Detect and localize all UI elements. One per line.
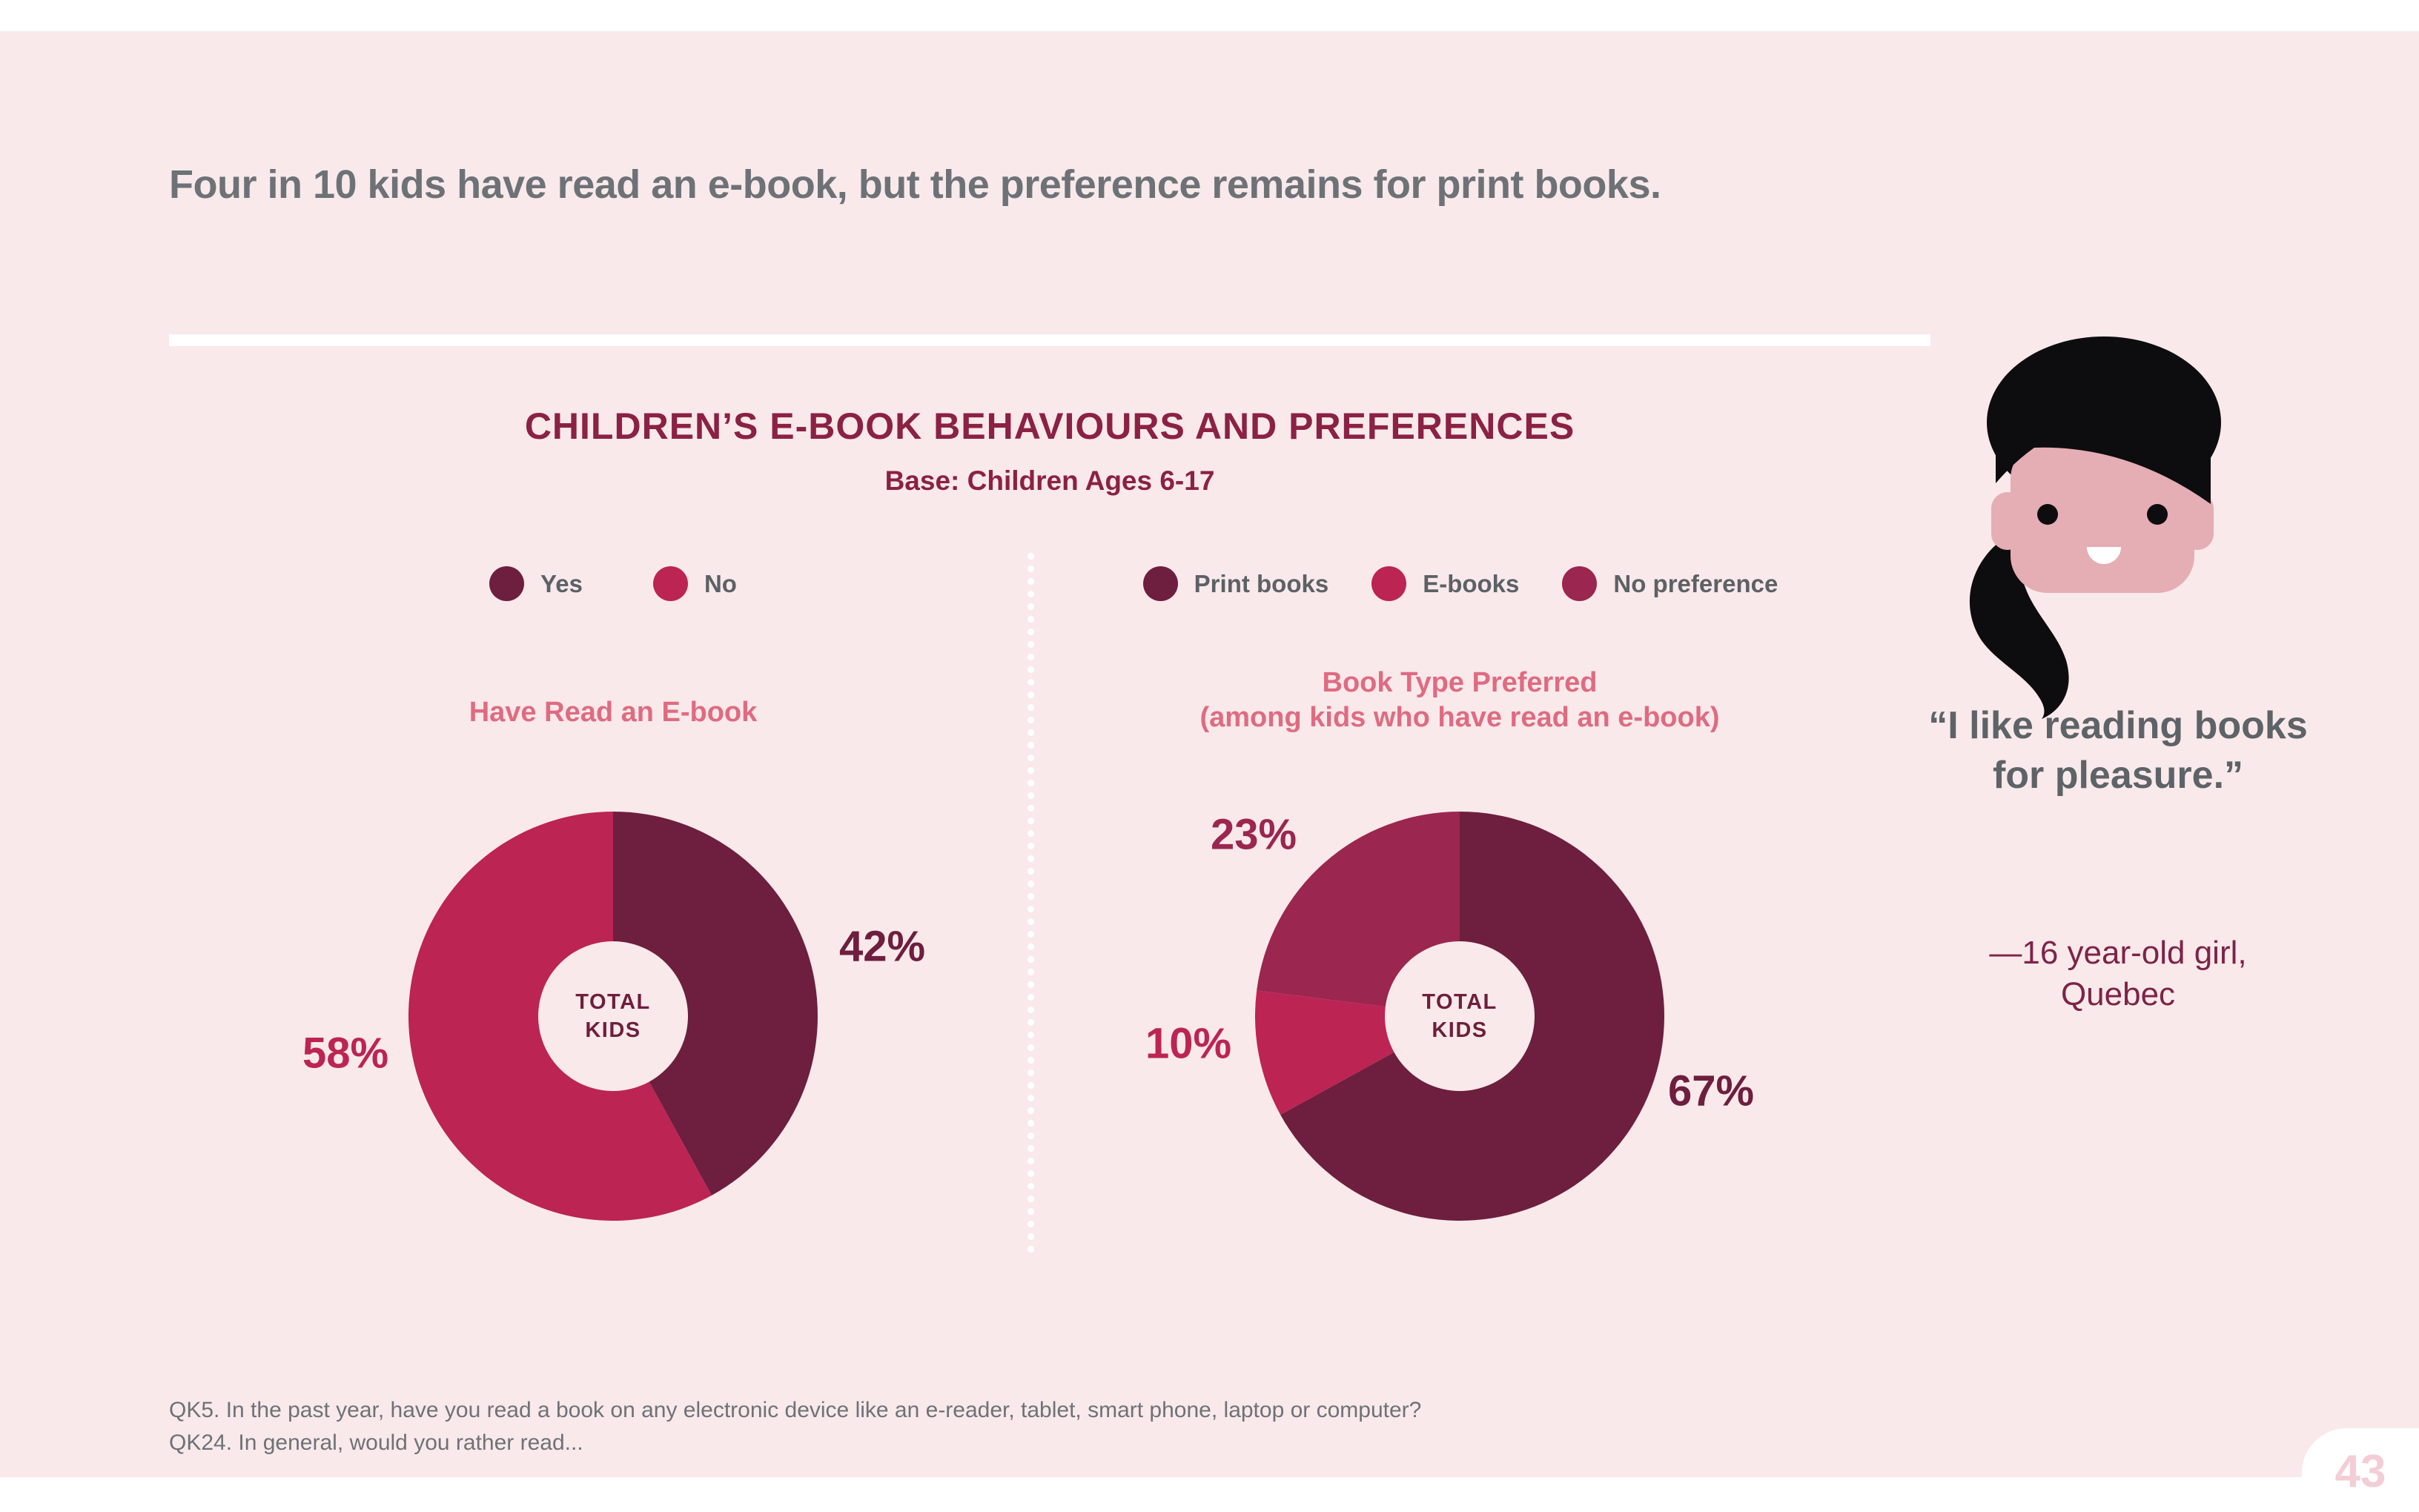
legend-item-no-preference: No preference: [1562, 566, 1778, 601]
girl-smile: [2087, 547, 2121, 564]
chart-title-book-type: Book Type Preferred (among kids who have…: [1193, 666, 1727, 735]
legend-dot-icon: [1562, 566, 1598, 601]
slice-value-label-yes: 42%: [838, 922, 926, 971]
chart-title-book-type-line2: (among kids who have read an e-book): [1199, 702, 1720, 733]
donut-center-label: TOTAL KIDS: [575, 990, 651, 1042]
legend-item-no: No: [652, 566, 737, 601]
donut-hole: [1385, 941, 1535, 1091]
donut-chart-book-type: [1255, 812, 1664, 1221]
quote-text: “I like reading books for pleasure.”: [1928, 704, 2308, 797]
base-note: Base: Children Ages 6-17: [884, 465, 1215, 496]
page-number: 43: [2334, 1446, 2386, 1497]
divider-bar: [169, 334, 1930, 346]
legend-item-print-books: Print books: [1142, 566, 1329, 601]
girl-illustration: [1969, 336, 2221, 719]
chart-title-have-read: Have Read an E-book: [469, 697, 758, 728]
slide-background: [0, 31, 2419, 1477]
legend-label: Print books: [1194, 569, 1329, 597]
legend-label: No: [704, 569, 737, 597]
legend-dot-icon: [489, 566, 525, 601]
page-number-box: 43: [2302, 1428, 2419, 1512]
quote-attribution-line1: —16 year-old girl,: [1989, 935, 2247, 971]
girl-eye-left: [2037, 504, 2058, 525]
legend-item-e-books: E-books: [1371, 566, 1519, 601]
donut-chart-have-read: [408, 812, 818, 1221]
footnote-qk5: QK5. In the past year, have you read a b…: [169, 1398, 1422, 1422]
legend-dot-icon: [1142, 566, 1178, 601]
legend-label: No preference: [1613, 569, 1778, 597]
legend-dot-icon: [1371, 566, 1407, 601]
girl-face: [2011, 442, 2194, 593]
legend-dot-icon: [652, 566, 688, 601]
legend-label: E-books: [1423, 569, 1520, 597]
quote-attribution-line2: Quebec: [2060, 976, 2176, 1012]
slice-value-label-e-books: 10%: [1145, 1019, 1232, 1068]
slide-title: Four in 10 kids have read an e-book, but…: [169, 162, 1661, 207]
chart-title-book-type-line1: Book Type Preferred: [1322, 667, 1598, 698]
donut-hole: [538, 941, 688, 1091]
footnote-qk24: QK24. In general, would you rather read.…: [169, 1430, 583, 1455]
bottom-strip: [0, 1477, 2419, 1512]
slice-value-label-print-books: 67%: [1667, 1067, 1755, 1115]
girl-fringe: [1996, 428, 2211, 504]
legend-book-type: Print books E-books No preference: [1112, 566, 1809, 601]
dotted-divider: [1028, 550, 1034, 1254]
section-heading: CHILDREN’S E-BOOK BEHAVIOURS AND PREFERE…: [524, 405, 1575, 447]
girl-ponytail: [1969, 537, 2069, 719]
slice-value-label-no: 58%: [302, 1029, 389, 1078]
legend-item-yes: Yes: [489, 566, 583, 601]
girl-eye-right: [2147, 504, 2168, 525]
slice-value-label-no-preference: 23%: [1210, 810, 1297, 859]
donut-center-label: TOTAL KIDS: [1422, 990, 1498, 1042]
legend-have-read: Yes No: [406, 566, 821, 601]
donut-slice-yes: [613, 812, 818, 1196]
quote-attribution: —16 year-old girl, Quebec: [1925, 932, 2311, 1015]
legend-label: Yes: [540, 569, 583, 597]
